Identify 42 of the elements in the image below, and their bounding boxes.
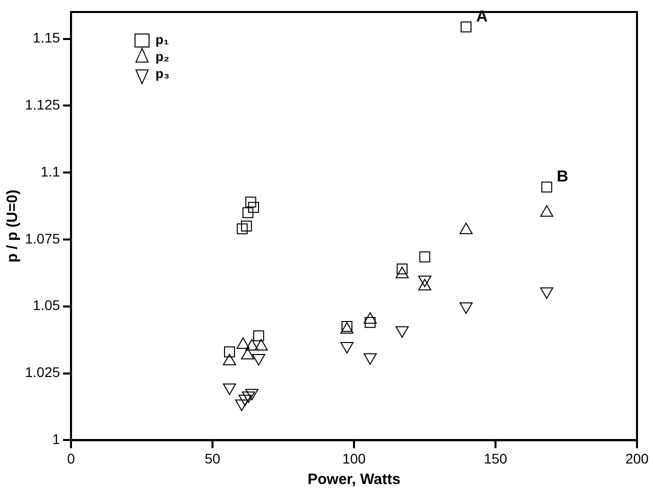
point [460, 22, 472, 32]
legend-label: p₃ [156, 66, 170, 82]
y-tick-label: 1.15 [32, 30, 60, 46]
point [242, 207, 254, 218]
y-tick-label: 1 [52, 431, 60, 448]
point [235, 400, 248, 412]
point [340, 342, 354, 354]
x-tick-label: 0 [67, 450, 76, 466]
x-tick-label: 200 [625, 450, 649, 466]
x-tick-label: 100 [342, 450, 366, 466]
point [396, 263, 408, 274]
x-tick-label: 50 [204, 450, 221, 466]
point [418, 276, 432, 288]
y-axis-title: p / p (U=0) [4, 190, 22, 263]
point [222, 383, 236, 395]
point [236, 223, 248, 234]
y-tick-label: 1.05 [32, 297, 60, 314]
y-tick-label: 1.125 [24, 96, 60, 113]
point [224, 346, 235, 358]
point [248, 202, 260, 213]
y-tick-label: 1.1 [40, 163, 60, 180]
point [419, 251, 430, 262]
point [364, 316, 376, 328]
point [396, 326, 409, 338]
point [242, 392, 256, 404]
point [252, 354, 266, 366]
y-tick-label: 1.025 [24, 364, 60, 380]
y-tick-label: 1.075 [24, 230, 60, 246]
annotation: B [556, 168, 568, 186]
point [253, 330, 264, 342]
point [245, 196, 256, 208]
point [541, 182, 552, 192]
x-tick-label: 150 [484, 450, 508, 466]
legend-label: p₂ [156, 49, 170, 64]
point [245, 388, 258, 400]
point [241, 220, 252, 232]
point [460, 302, 473, 314]
x-axis-title: Power, Watts [308, 471, 400, 488]
point [364, 353, 377, 365]
point [540, 287, 554, 299]
legend-label: p₁ [156, 32, 169, 48]
point [238, 394, 252, 406]
